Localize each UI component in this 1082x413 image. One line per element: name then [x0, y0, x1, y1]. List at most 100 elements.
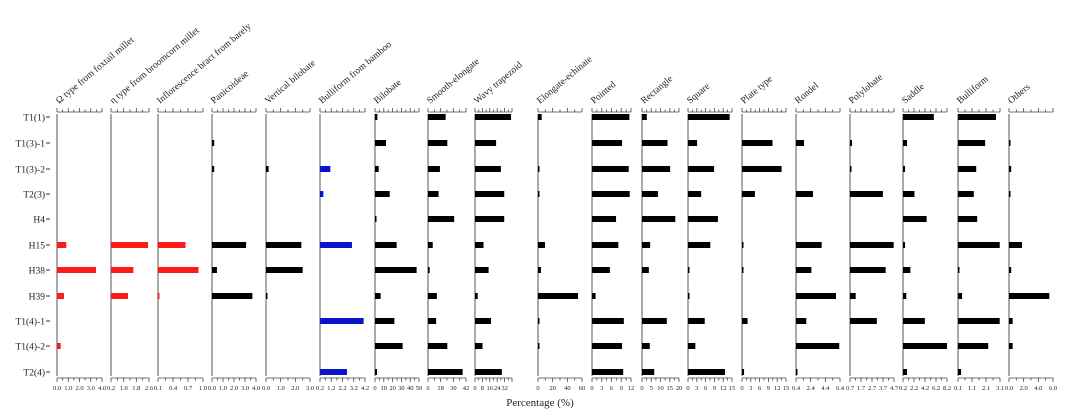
bar: [642, 216, 676, 222]
bar: [475, 166, 501, 172]
panel-title: Plate type: [740, 74, 775, 106]
bar: [538, 343, 540, 349]
bar: [642, 318, 667, 324]
tick-label: 1.8: [132, 385, 140, 392]
bar: [796, 191, 814, 197]
bar: [958, 267, 960, 273]
sample-label: T1(3)-2: [15, 165, 45, 176]
sample-label: H38: [29, 267, 46, 277]
panel-6: Bilobate 0 10 20 30 40 50: [373, 78, 423, 392]
bar: [688, 140, 698, 146]
panel-title: Wavy trapezoid: [473, 60, 525, 106]
sample-label: T1(3)-1: [15, 139, 45, 150]
bar: [688, 114, 730, 120]
tick-label: 40: [564, 385, 571, 392]
bar: [375, 267, 417, 273]
tick-label: 0.0: [1005, 385, 1013, 392]
panel-9: Elongate-echinate 0 20 40 60: [536, 55, 595, 392]
tick-label: 2.6: [145, 385, 154, 392]
tick-label: 6: [426, 385, 430, 392]
bar: [1009, 191, 1011, 197]
tick-label: 3.0: [241, 385, 249, 392]
bar: [57, 293, 64, 299]
bar: [475, 369, 502, 375]
tick-label: 9: [713, 385, 716, 392]
bar: [428, 242, 433, 248]
tick-label: 20: [549, 385, 556, 392]
bar: [796, 343, 840, 349]
tick-label: 60: [579, 385, 586, 392]
tick-label: 4.0: [1034, 385, 1042, 392]
tick-label: 24: [494, 385, 501, 392]
tick-label: 3.7: [879, 385, 888, 392]
tick-label: 2.0: [291, 385, 299, 392]
bar: [428, 191, 439, 197]
tick-label: 1.0: [199, 385, 207, 392]
tick-label: 0: [686, 385, 689, 392]
bar: [796, 369, 798, 375]
tick-label: 2.2: [338, 385, 346, 392]
bar: [688, 318, 705, 324]
tick-label: 8.2: [943, 385, 951, 392]
tick-label: 8: [481, 385, 484, 392]
bar: [375, 191, 390, 197]
sample-label: H4: [33, 216, 45, 226]
tick-label: 0.0: [208, 385, 216, 392]
bar: [538, 267, 541, 273]
tick-label: 50: [416, 385, 423, 392]
tick-label: 9: [767, 385, 770, 392]
tick-label: 30: [450, 385, 457, 392]
sample-label: H39: [29, 293, 46, 303]
panel-title: Elongate-echinate: [536, 55, 595, 107]
bar: [111, 293, 128, 299]
panel-title: Bilobate: [373, 78, 404, 106]
tick-label: 6.0: [1049, 385, 1057, 392]
bar: [428, 318, 437, 324]
bar: [1009, 343, 1013, 349]
bar: [592, 216, 617, 222]
tick-label: 12: [628, 385, 635, 392]
tick-label: 18: [437, 385, 444, 392]
bar: [796, 242, 822, 248]
sample-label: T2(3): [23, 190, 45, 201]
bar: [742, 267, 744, 273]
tick-label: 0: [640, 385, 643, 392]
tick-label: 3.0: [87, 385, 95, 392]
bar: [903, 242, 906, 248]
bar: [742, 140, 773, 146]
bar: [375, 216, 377, 222]
bar: [428, 166, 440, 172]
panel-title: Inflorescence bract from barely: [155, 21, 254, 106]
bar: [428, 267, 430, 273]
bar: [111, 267, 134, 273]
bar: [742, 191, 755, 197]
panel-16: Saddle 0.2 2.2 4.2 6.2 8.2: [899, 82, 951, 392]
sample-labels: T1(1) T1(3)-1 T1(3)-2 T2(3) H4 H15 H38 H39 T1(4)…: [15, 113, 50, 379]
bar: [1009, 318, 1013, 324]
tick-label: 0: [473, 385, 476, 392]
bar: [958, 166, 977, 172]
tick-label: 20: [389, 385, 396, 392]
tick-label: 4.0: [98, 385, 106, 392]
tick-label: 15: [667, 385, 674, 392]
bar: [212, 293, 253, 299]
bar: [375, 318, 395, 324]
bar: [1009, 242, 1022, 248]
tick-label: 40: [407, 385, 414, 392]
bar: [1009, 267, 1012, 273]
tick-label: 42: [463, 385, 470, 392]
bar: [475, 242, 484, 248]
bar: [742, 318, 748, 324]
bar: [375, 140, 386, 146]
bar: [958, 191, 974, 197]
bar: [592, 267, 610, 273]
tick-label: 1.1: [968, 385, 976, 392]
tick-label: 0: [373, 385, 376, 392]
bar: [688, 242, 711, 248]
panel-title: η type from broomcorn millet: [108, 25, 202, 106]
tick-label: 0.1: [154, 385, 162, 392]
bar: [475, 191, 505, 197]
bar: [428, 114, 446, 120]
